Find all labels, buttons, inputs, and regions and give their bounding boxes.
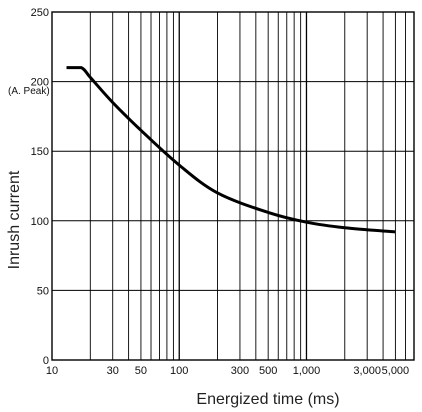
series-layer [66, 66, 396, 234]
y-axis-unit-label: (A. Peak) [8, 86, 50, 97]
x-tick-label: 100 [170, 365, 188, 377]
inrush-curve-line [66, 66, 396, 234]
x-axis-label: Energized time (ms) [196, 391, 339, 408]
plot-frame [51, 11, 415, 361]
y-tick-label: 0 [43, 355, 49, 367]
x-tick-label: 3,000 [353, 365, 381, 377]
x-tick-label: 5,000 [382, 365, 410, 377]
y-tick-label: 150 [31, 146, 49, 158]
x-tick-label: 50 [135, 365, 147, 377]
y-tick-label: 250 [31, 7, 49, 19]
y-axis-label: Inrush current [6, 170, 23, 269]
x-tick-label: 30 [107, 365, 119, 377]
y-tick-labels: 0 50 100 150 200 250 [31, 7, 49, 367]
y-tick-label: 50 [37, 285, 49, 297]
x-tick-label: 300 [231, 365, 249, 377]
grid-lines [52, 11, 415, 360]
x-tick-labels: 10 30 50 100 300 500 1,000 3,000 5,000 [46, 365, 409, 377]
plot-border [51, 11, 415, 361]
x-tick-label: 500 [259, 365, 277, 377]
x-tick-label: 10 [46, 365, 58, 377]
x-tick-label: 1,000 [293, 365, 321, 377]
y-tick-label: 100 [31, 216, 49, 228]
y-tick-label: 200 [31, 77, 49, 89]
